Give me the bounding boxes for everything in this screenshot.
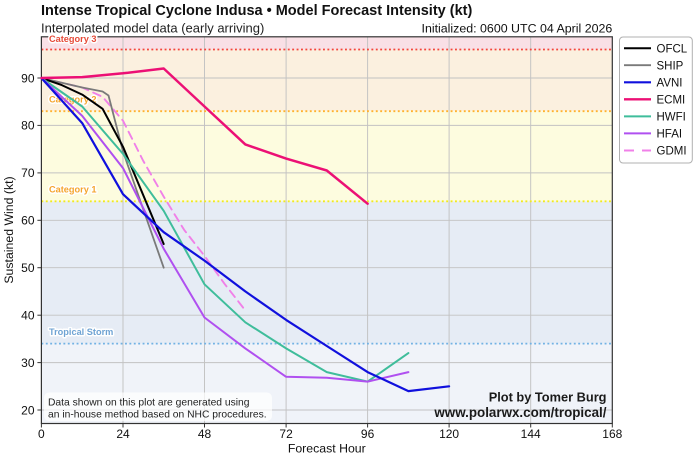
svg-text:Forecast Hour: Forecast Hour xyxy=(288,442,366,456)
svg-text:Interpolated model data (early: Interpolated model data (early arriving) xyxy=(41,21,264,36)
svg-text:Tropical Storm: Tropical Storm xyxy=(49,327,113,337)
svg-text:an in-house method based on NH: an in-house method based on NHC procedur… xyxy=(48,409,267,420)
svg-text:70: 70 xyxy=(21,166,35,180)
svg-text:120: 120 xyxy=(439,427,459,441)
svg-text:40: 40 xyxy=(21,309,35,323)
svg-text:Sustained Wind (kt): Sustained Wind (kt) xyxy=(2,176,16,283)
svg-text:Data shown on this plot are ge: Data shown on this plot are generated us… xyxy=(48,398,250,409)
svg-text:AVNI: AVNI xyxy=(657,77,683,89)
svg-text:www.polarwx.com/tropical/: www.polarwx.com/tropical/ xyxy=(433,405,606,420)
svg-text:24: 24 xyxy=(116,427,130,441)
svg-text:80: 80 xyxy=(21,119,35,133)
svg-text:144: 144 xyxy=(521,427,541,441)
svg-text:OFCL: OFCL xyxy=(657,43,688,55)
svg-text:HFAI: HFAI xyxy=(657,129,683,141)
svg-text:60: 60 xyxy=(21,214,35,228)
svg-text:SHIP: SHIP xyxy=(657,60,684,72)
svg-text:168: 168 xyxy=(602,427,622,441)
svg-text:20: 20 xyxy=(21,403,35,417)
svg-text:Category 1: Category 1 xyxy=(49,185,97,195)
svg-text:50: 50 xyxy=(21,261,35,275)
svg-text:96: 96 xyxy=(361,427,375,441)
svg-text:72: 72 xyxy=(279,427,293,441)
svg-text:Intense Tropical Cyclone Indus: Intense Tropical Cyclone Indusa • Model … xyxy=(41,3,472,19)
svg-text:30: 30 xyxy=(21,356,35,370)
svg-text:ECMI: ECMI xyxy=(657,95,686,107)
svg-text:Category 3: Category 3 xyxy=(49,34,97,44)
svg-text:48: 48 xyxy=(198,427,212,441)
svg-text:90: 90 xyxy=(21,71,35,85)
svg-text:0: 0 xyxy=(38,427,45,441)
svg-text:Initialized: 0600 UTC 04 April: Initialized: 0600 UTC 04 April 2026 xyxy=(422,22,613,36)
svg-text:Plot by Tomer Burg: Plot by Tomer Burg xyxy=(489,390,607,405)
svg-text:GDMI: GDMI xyxy=(657,146,687,158)
svg-text:HWFI: HWFI xyxy=(657,112,686,124)
